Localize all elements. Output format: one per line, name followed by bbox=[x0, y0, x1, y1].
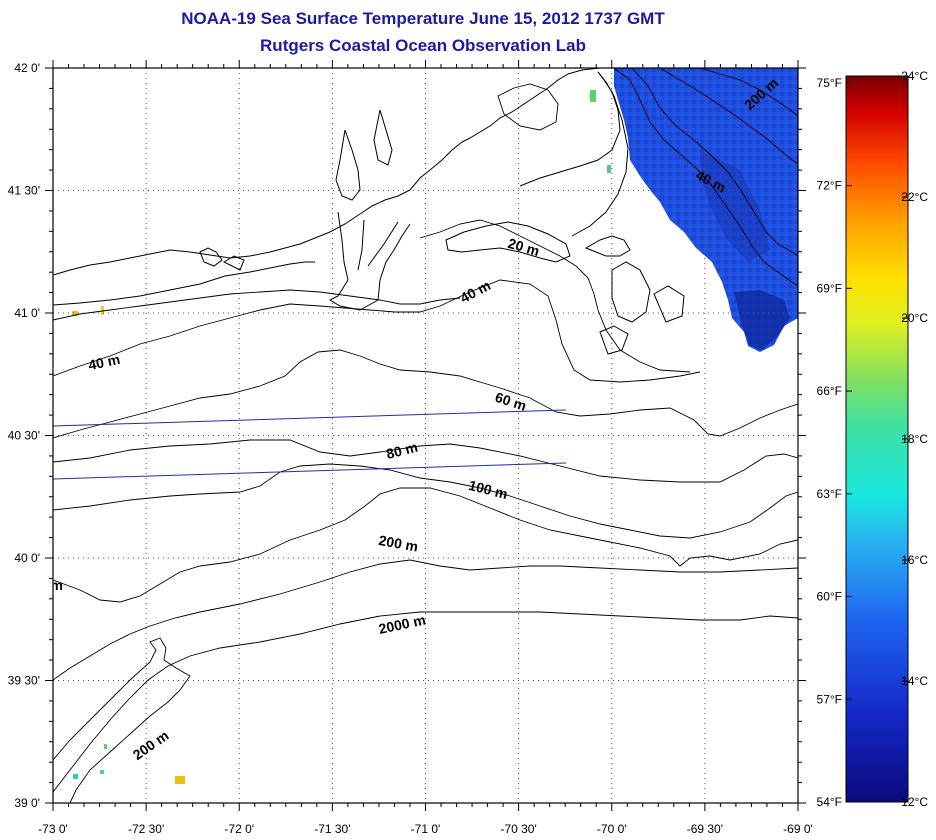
bathymetry-contour bbox=[53, 279, 701, 383]
bathymetry-contour bbox=[53, 559, 798, 681]
coastline bbox=[53, 261, 315, 306]
contour-label: 20 m bbox=[506, 235, 541, 259]
satellite-track-line bbox=[53, 409, 567, 427]
sst-pixel bbox=[100, 770, 104, 774]
bathymetry-contour bbox=[699, 68, 798, 117]
bathymetry-contour bbox=[631, 68, 798, 257]
sst-pixel bbox=[590, 90, 596, 102]
sst-pixel bbox=[72, 311, 78, 316]
colorbar-fahrenheit-label: 75°F bbox=[817, 76, 842, 90]
bathymetry-contour bbox=[53, 289, 461, 321]
bathymetry-contour bbox=[53, 637, 191, 803]
colorbar-celsius-label: 22°C bbox=[901, 190, 928, 204]
contour-label: 80 m bbox=[385, 439, 420, 462]
colorbar-celsius-label: 18°C bbox=[901, 432, 928, 446]
lat-tick-label: 41 30' bbox=[8, 184, 40, 198]
contour-label: 200 m bbox=[377, 532, 419, 555]
lon-tick-label: -71 30' bbox=[314, 822, 350, 836]
colorbar-fahrenheit-label: 72°F bbox=[817, 179, 842, 193]
bathymetry-contour bbox=[497, 83, 559, 131]
lon-tick-label: -71 0' bbox=[411, 822, 441, 836]
contour-label: 40 m bbox=[457, 277, 493, 306]
coastline bbox=[335, 129, 361, 201]
coastline bbox=[367, 221, 399, 267]
lon-tick-label: -69 30' bbox=[687, 822, 723, 836]
lon-tick-label: -70 0' bbox=[597, 822, 627, 836]
coastline bbox=[445, 221, 571, 263]
colorbar-fahrenheit-label: 66°F bbox=[817, 384, 842, 398]
lat-tick-label: 39 30' bbox=[8, 674, 40, 688]
lon-tick-label: -72 30' bbox=[128, 822, 164, 836]
contour-label: 100 m bbox=[467, 477, 509, 502]
coastline-layer bbox=[53, 68, 685, 355]
coastline bbox=[222, 255, 245, 271]
bathymetry-contour bbox=[53, 611, 798, 793]
colorbar-celsius-label: 20°C bbox=[901, 311, 928, 325]
colorbar-celsius-label: 16°C bbox=[901, 553, 928, 567]
colorbar bbox=[845, 75, 909, 803]
lon-tick-label: -72 0' bbox=[224, 822, 254, 836]
colorbar-celsius-label: 24°C bbox=[901, 69, 928, 83]
colorbar-celsius-label: 14°C bbox=[901, 674, 928, 688]
coastline bbox=[599, 325, 629, 355]
bathymetry-contour bbox=[53, 487, 798, 603]
lon-tick-label: -70 30' bbox=[500, 822, 536, 836]
coastline bbox=[584, 235, 631, 257]
lat-tick-label: 39 0' bbox=[14, 796, 40, 810]
sst-data-layer bbox=[72, 68, 798, 784]
bathymetry-contour bbox=[419, 219, 691, 373]
map-subtitle: Rutgers Coastal Ocean Observation Lab bbox=[260, 36, 586, 55]
colorbar-fahrenheit-label: 69°F bbox=[817, 281, 842, 295]
lon-tick-label: -69 0' bbox=[783, 822, 813, 836]
contour-label: m bbox=[50, 577, 62, 593]
colorbar-fahrenheit-label: 54°F bbox=[817, 795, 842, 809]
contour-label: 60 m bbox=[493, 389, 528, 414]
coastline bbox=[53, 243, 301, 276]
sst-patch bbox=[614, 68, 798, 352]
coastline bbox=[199, 247, 223, 267]
lat-tick-label: 41 0' bbox=[14, 306, 40, 320]
lat-tick-label: 40 0' bbox=[14, 551, 40, 565]
bathymetry-contour bbox=[53, 463, 798, 539]
coastline bbox=[653, 285, 685, 323]
sst-pixel bbox=[607, 165, 611, 173]
bathymetry-layer bbox=[53, 68, 798, 803]
track-layer bbox=[53, 409, 567, 480]
bathymetry-contour bbox=[53, 349, 798, 439]
bathymetry-contour bbox=[613, 68, 798, 287]
contour-label: 200 m bbox=[130, 727, 172, 763]
coastline bbox=[611, 261, 651, 323]
coastline bbox=[373, 109, 393, 166]
bathymetry-contour bbox=[53, 439, 798, 483]
coastline bbox=[357, 219, 365, 271]
contour-label: 40 m bbox=[87, 351, 122, 373]
coastline bbox=[299, 68, 601, 245]
colorbar-fahrenheit-label: 63°F bbox=[817, 487, 842, 501]
lon-tick-label: -73 0' bbox=[38, 822, 68, 836]
sst-pixel bbox=[104, 744, 107, 749]
sst-cold-patch bbox=[700, 150, 770, 262]
coastline bbox=[571, 71, 629, 237]
colorbar-fahrenheit-label: 57°F bbox=[817, 692, 842, 706]
sst-pixel bbox=[175, 776, 185, 784]
colorbar-fahrenheit-label: 60°F bbox=[817, 590, 842, 604]
lat-tick-label: 42 0' bbox=[14, 61, 40, 75]
lat-tick-label: 40 30' bbox=[8, 429, 40, 443]
sst-pixel bbox=[101, 306, 104, 315]
bathymetry-contour bbox=[659, 68, 798, 165]
satellite-track-line bbox=[53, 462, 567, 480]
sst-pixel bbox=[73, 774, 78, 779]
colorbar-celsius-label: 12°C bbox=[901, 795, 928, 809]
sst-cold-patch bbox=[734, 290, 790, 350]
map-title: NOAA-19 Sea Surface Temperature June 15,… bbox=[181, 9, 665, 28]
